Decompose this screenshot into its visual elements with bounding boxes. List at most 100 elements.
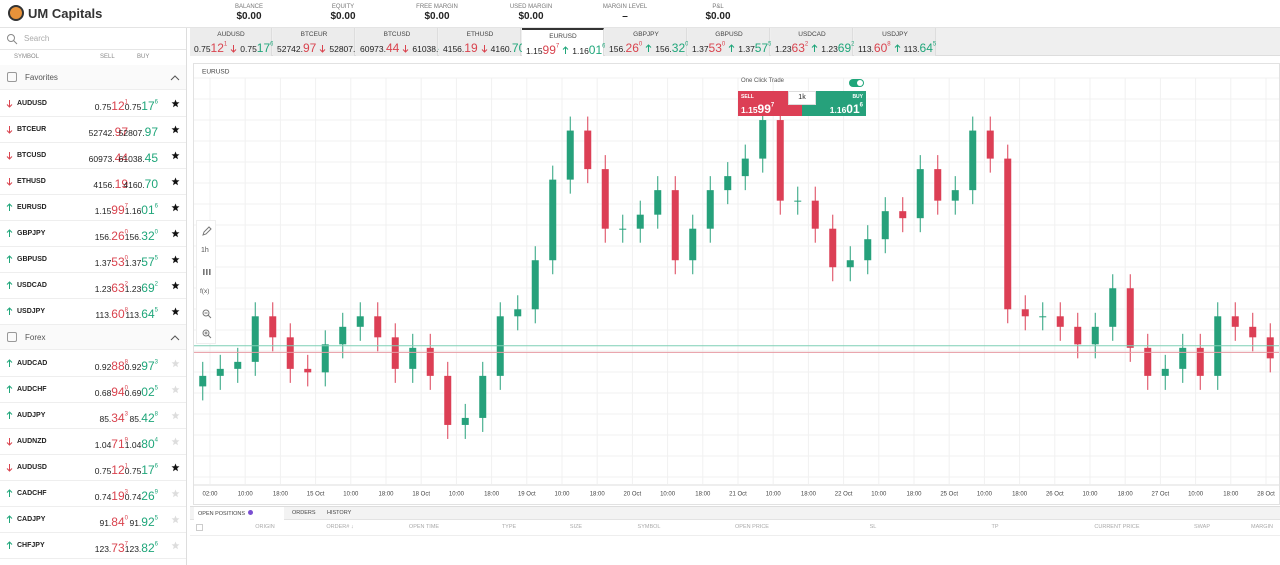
price[interactable]: 91.925 [129, 513, 158, 531]
price[interactable]: 0.74193 [95, 487, 128, 505]
select-all-checkbox[interactable] [196, 524, 203, 531]
favorite-star[interactable] [171, 463, 180, 472]
positions-tab[interactable]: ORDERS [288, 507, 318, 520]
price[interactable]: 52807.97 [119, 123, 158, 141]
favorite-star[interactable] [171, 359, 180, 368]
favorite-star[interactable] [171, 99, 180, 108]
interval-button[interactable]: 1h [201, 247, 209, 254]
collapse-chevron[interactable] [170, 74, 180, 81]
favorite-star[interactable] [171, 541, 180, 550]
x-tick-label: 18:00 [801, 492, 817, 498]
symbol-row[interactable]: AUDNZD 1.04719 1.04804 [0, 429, 186, 455]
symbol-row[interactable]: AUDCAD 0.92888 0.92973 [0, 351, 186, 377]
price[interactable]: 156.260 [95, 227, 128, 245]
favorite-star[interactable] [171, 307, 180, 316]
tool-icon[interactable] [202, 226, 212, 236]
price[interactable]: 1.37575 [125, 253, 158, 271]
price[interactable]: 85.428 [129, 409, 158, 427]
price[interactable]: 91.840 [99, 513, 128, 531]
x-tick-label: 18:00 [906, 492, 922, 498]
indicators-button[interactable]: f(x) [200, 288, 210, 295]
price[interactable]: 113.608 [95, 305, 128, 323]
price[interactable]: 0.75121 [95, 461, 128, 479]
price[interactable]: 0.92973 [125, 357, 158, 375]
favorite-star[interactable] [171, 515, 180, 524]
favorite-star[interactable] [171, 255, 180, 264]
favorite-star[interactable] [171, 385, 180, 394]
favorite-star[interactable] [171, 177, 180, 186]
tool-icon[interactable] [202, 309, 212, 319]
price[interactable]: 0.75176 [125, 97, 158, 115]
price[interactable]: 1.04719 [95, 435, 128, 453]
favorite-star[interactable] [171, 125, 180, 134]
symbol-row[interactable]: AUDUSD 0.75121 0.75176 [0, 91, 186, 117]
symbol-row[interactable]: AUDUSD 0.75121 0.75176 [0, 455, 186, 481]
collapse-chevron[interactable] [170, 334, 180, 341]
price[interactable]: 0.75121 [95, 97, 128, 115]
favorite-star[interactable] [171, 229, 180, 238]
favorite-star[interactable] [171, 437, 180, 446]
stat-label: EQUITY [331, 4, 355, 10]
symbol-row[interactable]: CADJPY 91.840 91.925 [0, 507, 186, 533]
price[interactable]: 0.74269 [125, 487, 158, 505]
favorite-star[interactable] [171, 203, 180, 212]
search-box[interactable]: Search [0, 28, 186, 50]
symbol-row[interactable]: BTCUSD 60973.44 61038.45 [0, 143, 186, 169]
section-header[interactable]: Forex [0, 325, 186, 350]
symbol-row[interactable]: USDCAD 1.23632 1.23692 [0, 273, 186, 299]
price[interactable]: 4156.19 [93, 175, 128, 193]
price[interactable]: 113.645 [125, 305, 158, 323]
price[interactable]: 156.320 [125, 227, 158, 245]
favorite-star[interactable] [171, 489, 180, 498]
price[interactable]: 123.737 [95, 539, 128, 557]
symbol-row[interactable]: USDJPY 113.608 113.645 [0, 299, 186, 325]
symbol-tab[interactable]: GBPUSD 1.37530 1.37575 [688, 28, 772, 56]
price[interactable]: 4160.70 [123, 175, 158, 193]
symbol-tab[interactable]: GBPJPY 156.260 156.320 [605, 28, 689, 56]
price[interactable]: 1.15997 [95, 201, 128, 219]
price-prefix: 156. [609, 44, 626, 54]
tool-icon[interactable] [202, 267, 212, 277]
price-fraction: 7 [555, 43, 560, 50]
price[interactable]: 0.69025 [125, 383, 158, 401]
symbol-row[interactable]: CHFJPY 123.737 123.826 [0, 533, 186, 559]
price[interactable]: 52742.97 [89, 123, 128, 141]
positions-tab[interactable]: HISTORY [323, 507, 353, 520]
symbol-tab[interactable]: USDJPY 113.608 113.645 [854, 28, 936, 56]
symbol-row[interactable]: GBPUSD 1.37530 1.37575 [0, 247, 186, 273]
symbol-row[interactable]: CADCHF 0.74193 0.74269 [0, 481, 186, 507]
price[interactable]: 1.23632 [95, 279, 128, 297]
symbol-row[interactable]: AUDCHF 0.68940 0.69025 [0, 377, 186, 403]
symbol-tab[interactable]: EURUSD 1.15997 1.16016 [522, 28, 606, 57]
symbol-tab[interactable]: ETHUSD 4156.19 4160.70 [439, 28, 525, 56]
favorite-star[interactable] [171, 151, 180, 160]
symbol-tab[interactable]: AUDUSD 0.75121 0.75176 [190, 28, 274, 56]
positions-tab[interactable]: OPEN POSITIONS [194, 507, 284, 520]
section-header[interactable]: Favorites [0, 65, 186, 90]
price[interactable]: 1.16016 [125, 201, 158, 219]
price[interactable]: 1.37530 [95, 253, 128, 271]
favorite-star[interactable] [171, 411, 180, 420]
price[interactable]: 1.04804 [125, 435, 158, 453]
one-click-toggle[interactable] [849, 79, 864, 87]
tool-icon[interactable] [202, 329, 212, 339]
favorite-star[interactable] [171, 281, 180, 290]
price[interactable]: 60973.44 [89, 149, 128, 167]
price[interactable]: 85.343 [99, 409, 128, 427]
size-select[interactable]: 1k [788, 91, 816, 105]
price[interactable]: 0.75176 [125, 461, 158, 479]
symbol-row[interactable]: ETHUSD 4156.19 4160.70 [0, 169, 186, 195]
symbol-tab[interactable]: USDCAD 1.23632 1.23692 [771, 28, 855, 56]
price[interactable]: 0.68940 [95, 383, 128, 401]
price[interactable]: 1.23692 [125, 279, 158, 297]
price[interactable]: 61038.45 [119, 149, 158, 167]
symbol-row[interactable]: GBPJPY 156.260 156.320 [0, 221, 186, 247]
symbol-row[interactable]: AUDJPY 85.343 85.428 [0, 403, 186, 429]
price[interactable]: 0.92888 [95, 357, 128, 375]
price[interactable]: 123.826 [125, 539, 158, 557]
symbol-row[interactable]: BTCEUR 52742.97 52807.97 [0, 117, 186, 143]
price-pips: 70 [511, 41, 526, 55]
symbol-row[interactable]: EURUSD 1.15997 1.16016 [0, 195, 186, 221]
